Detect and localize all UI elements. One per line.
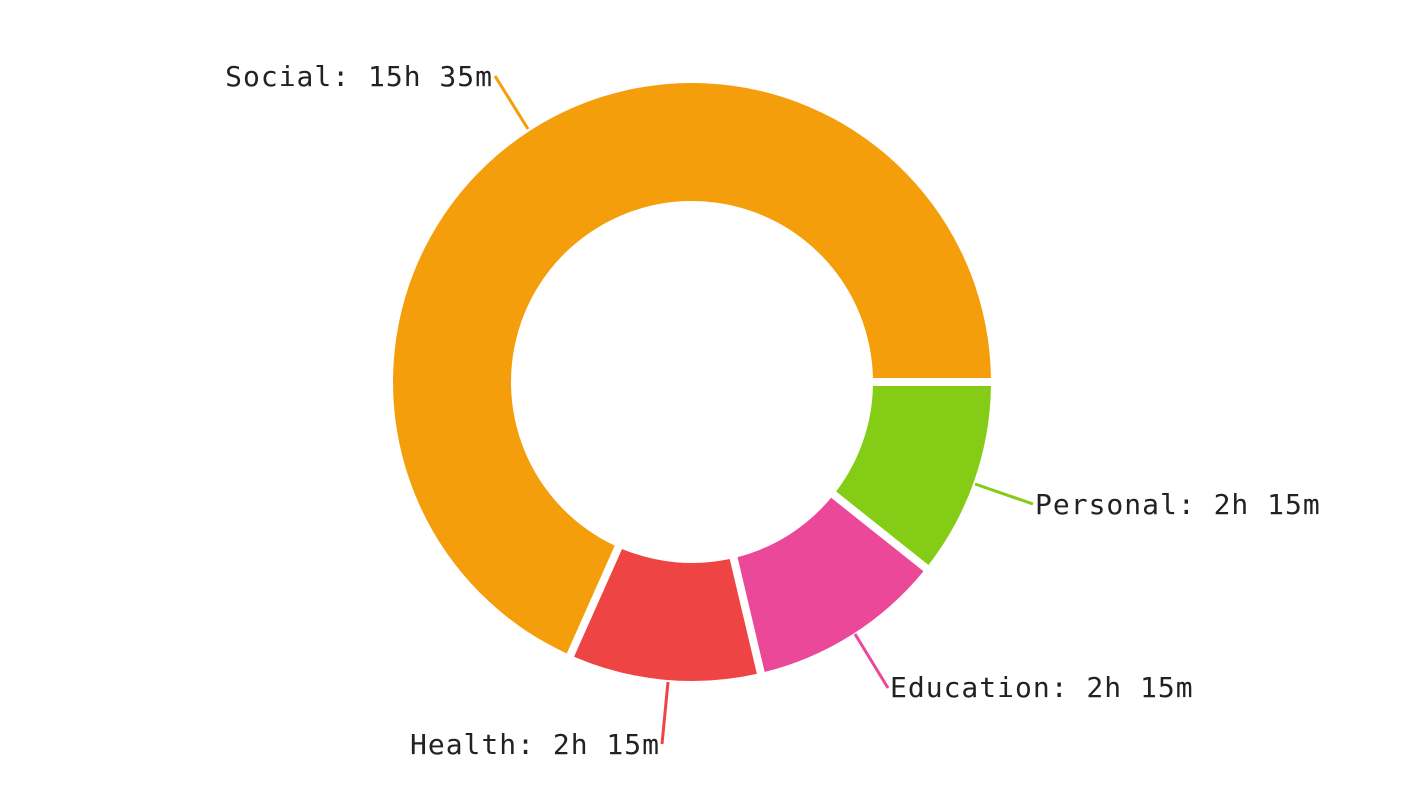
label-education: Education: 2h 15m <box>890 671 1194 704</box>
slice-social[interactable] <box>392 83 991 654</box>
donut-slices <box>392 83 991 681</box>
slice-personal[interactable] <box>836 385 991 565</box>
slice-health[interactable] <box>574 548 757 681</box>
leader-lines <box>493 75 1034 745</box>
leader-line-personal <box>974 482 1034 506</box>
leader-line-social <box>493 75 530 130</box>
slice-education[interactable] <box>737 497 924 673</box>
label-health: Health: 2h 15m <box>410 728 660 761</box>
leader-line-health <box>660 681 670 745</box>
label-personal: Personal: 2h 15m <box>1035 488 1321 521</box>
slice-labels: Personal: 2h 15m Education: 2h 15m Healt… <box>225 60 1321 761</box>
leader-line-education <box>853 633 890 689</box>
label-social: Social: 15h 35m <box>225 60 493 93</box>
